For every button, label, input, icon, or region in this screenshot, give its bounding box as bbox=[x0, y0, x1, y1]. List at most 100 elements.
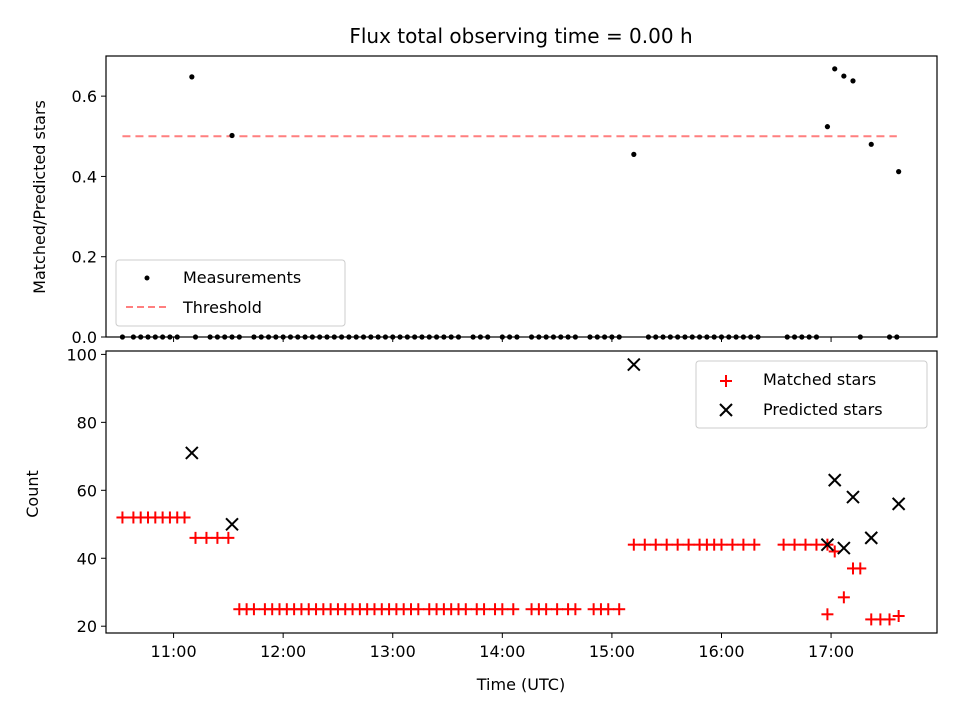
matched-star-point bbox=[247, 603, 260, 616]
measurement-point bbox=[455, 334, 462, 340]
top-y-tick-label: 0.0 bbox=[72, 328, 97, 347]
matched-star-point bbox=[540, 603, 553, 616]
measurement-point bbox=[528, 334, 535, 340]
matched-star-point bbox=[116, 511, 129, 524]
matched-star-point bbox=[551, 603, 564, 616]
matched-star-point bbox=[799, 538, 812, 551]
matched-star-point bbox=[883, 613, 896, 626]
measurement-point bbox=[229, 334, 235, 340]
matched-star-point bbox=[478, 603, 491, 616]
measurement-point bbox=[426, 334, 432, 340]
matched-star-point bbox=[788, 538, 801, 551]
bottom-y-tick-label: 80 bbox=[77, 413, 97, 432]
predicted-star-point bbox=[837, 541, 851, 555]
bottom-plot-frame bbox=[105, 350, 938, 634]
bottom-x-tick-label: 12:00 bbox=[260, 642, 306, 661]
chart-title: Flux total observing time = 0.00 h bbox=[349, 24, 692, 48]
measurement-point bbox=[572, 334, 578, 340]
measurement-point bbox=[145, 334, 151, 340]
bottom-y-tick-label: 100 bbox=[66, 345, 97, 364]
predicted-star-point bbox=[864, 531, 878, 545]
top-y-axis: 0.0 0.2 0.4 0.6 bbox=[72, 87, 106, 347]
measurement-point bbox=[543, 334, 549, 340]
measurement-point bbox=[368, 334, 374, 340]
measurement-point bbox=[565, 334, 571, 340]
measurement-point bbox=[339, 334, 345, 340]
measurement-point bbox=[192, 334, 199, 340]
top-plot-frame bbox=[105, 55, 938, 338]
measurement-point bbox=[602, 334, 608, 340]
bottom-legend-box bbox=[695, 360, 928, 429]
measurement-point bbox=[324, 334, 330, 340]
legend-measurements-marker bbox=[144, 275, 150, 281]
measurement-point bbox=[536, 334, 542, 340]
x-axis-label: Time (UTC) bbox=[476, 675, 565, 694]
measurement-point bbox=[514, 334, 520, 340]
matched-star-point bbox=[211, 531, 224, 544]
measurement-point bbox=[791, 334, 798, 340]
measurement-point bbox=[886, 334, 893, 340]
measurement-point bbox=[740, 334, 747, 340]
measurement-point bbox=[174, 334, 180, 340]
bottom-panel: 20 40 60 80 100 11:00 12:00 13:00 14:00 15:00 16:… bbox=[23, 345, 938, 694]
bottom-legend: Matched stars Predicted stars bbox=[695, 360, 928, 429]
matched-star-point bbox=[649, 538, 662, 551]
measurement-point bbox=[152, 334, 158, 340]
top-plot-marks bbox=[119, 66, 902, 340]
legend-predicted-marker bbox=[719, 403, 733, 417]
measurement-point bbox=[894, 334, 900, 340]
bottom-y-tick-label: 60 bbox=[77, 481, 97, 500]
matched-star-point bbox=[828, 545, 841, 558]
legend-predicted-label: Predicted stars bbox=[763, 400, 883, 419]
measurement-point bbox=[689, 334, 695, 340]
matched-star-point bbox=[638, 538, 651, 551]
measurement-point bbox=[273, 334, 279, 340]
top-y-tick-label: 0.6 bbox=[72, 87, 97, 106]
measurement-point bbox=[868, 141, 874, 147]
measurement-point bbox=[477, 334, 484, 340]
bottom-y-axis-label: Count bbox=[23, 470, 42, 518]
measurement-point bbox=[397, 334, 403, 340]
bottom-x-tick-label: 13:00 bbox=[370, 642, 416, 661]
matched-star-point bbox=[613, 603, 626, 616]
top-panel: 0.0 0.2 0.4 0.6 Matched/Predicted stars Mea… bbox=[30, 55, 938, 347]
measurement-point bbox=[353, 334, 359, 340]
measurement-point bbox=[287, 334, 294, 340]
measurement-point bbox=[138, 334, 144, 340]
measurement-point bbox=[748, 334, 754, 340]
measurement-point bbox=[653, 334, 659, 340]
measurement-point bbox=[631, 151, 637, 157]
measurement-point bbox=[594, 334, 600, 340]
measurement-point bbox=[813, 334, 820, 340]
measurement-point bbox=[360, 334, 367, 340]
measurement-point bbox=[119, 334, 126, 340]
measurement-point bbox=[251, 334, 257, 340]
measurement-point bbox=[375, 334, 381, 340]
matched-star-point bbox=[602, 603, 615, 616]
measurement-point bbox=[441, 334, 447, 340]
matched-star-point bbox=[569, 603, 582, 616]
bottom-y-axis: 20 40 60 80 100 bbox=[66, 345, 106, 636]
measurement-point bbox=[280, 334, 286, 340]
measurement-point bbox=[832, 66, 838, 72]
matched-star-point bbox=[459, 603, 472, 616]
measurement-point bbox=[207, 334, 213, 340]
measurement-point bbox=[390, 334, 396, 340]
predicted-star-point bbox=[828, 473, 842, 487]
predicted-star-point bbox=[225, 517, 239, 531]
measurement-point bbox=[755, 334, 761, 340]
matched-star-point bbox=[671, 538, 684, 551]
measurement-point bbox=[550, 334, 557, 340]
predicted-star-point bbox=[846, 490, 860, 504]
measurement-point bbox=[718, 334, 725, 340]
matched-star-point bbox=[682, 538, 695, 551]
matched-star-point bbox=[892, 610, 905, 623]
legend-matched-marker bbox=[720, 375, 732, 387]
matched-star-point bbox=[810, 538, 823, 551]
top-y-axis-label: Matched/Predicted stars bbox=[30, 100, 49, 294]
measurement-point bbox=[696, 334, 703, 340]
measurement-point bbox=[346, 334, 352, 340]
bottom-x-tick-label: 14:00 bbox=[479, 642, 525, 661]
bottom-plot-marks bbox=[116, 357, 906, 626]
